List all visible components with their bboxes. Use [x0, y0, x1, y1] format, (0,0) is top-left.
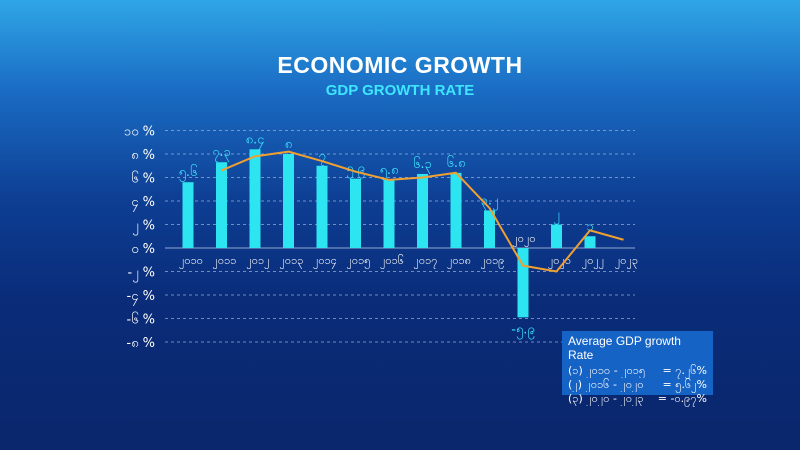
bar-value-label: ၆.၈ — [447, 155, 466, 171]
x-tick-label: ၂၀၁၃ — [280, 254, 304, 269]
x-tick-label: ၂၀၁၈ — [447, 254, 471, 269]
bar — [551, 224, 562, 248]
chart-title: ECONOMIC GROWTH — [277, 52, 523, 78]
y-tick-label: -၄ % — [127, 289, 156, 306]
x-tick-label: ၂၀၂၂ — [582, 254, 604, 269]
bar-value-label: ၇ — [318, 149, 325, 166]
bar — [216, 162, 227, 248]
bar-value-label: -၅.၉ — [511, 322, 534, 339]
bar — [182, 182, 194, 248]
bar-value-label: ၅.၈ — [380, 163, 399, 180]
bar-value-label: ၆.၃ — [413, 156, 432, 174]
bar-value-label: ၂ — [553, 208, 559, 225]
bar — [316, 165, 328, 248]
legend-title: Average GDP growth Rate — [568, 334, 681, 362]
y-tick-label: ၈ % — [131, 148, 155, 163]
bar-value-label: ၇.၃ — [212, 145, 231, 162]
bar — [584, 236, 596, 248]
x-tick-label: ၂၀၁၅ — [347, 254, 371, 269]
x-tick-label: ၂၀၁၆ — [380, 254, 404, 269]
bar-value-label: ၈ — [285, 137, 292, 152]
x-tick-label: ၂၀၁၇ — [414, 254, 438, 269]
x-tick-label: ၂၀၂၃ — [615, 254, 638, 269]
bar-value-label: ၃.၂ — [481, 193, 499, 210]
legend-period: (၃) ၂၀၂၀ - ၂၀၂၃ — [568, 392, 644, 405]
legend-row: (၁) ၂၀၁၀ - ၂၀၁၅ = ၇.၂၆% — [568, 364, 707, 378]
x-tick-label: ၂၀၁၄ — [313, 254, 337, 269]
legend-value: = ၇.၂၆% — [662, 364, 707, 377]
x-tick-label: ၂၀၁၉ — [481, 254, 505, 269]
x-tick-label: ၂၀၁၁ — [213, 254, 237, 269]
legend-value: = -၀.၉၇% — [657, 392, 707, 405]
bar-value-label: ၅.၆ — [179, 164, 198, 182]
bar — [417, 173, 428, 248]
legend-row: (၂) ၂၀၁၆ - ၂၀၂၀ = ၅.၆၂% — [568, 378, 707, 392]
bar-value-label: ၁ — [586, 219, 593, 234]
y-tick-label: ၄ % — [131, 195, 155, 212]
average-gdp-legend: Average GDP growth Rate (၁) ၂၀၁၀ - ၂၀၁၅ … — [562, 331, 713, 405]
legend-period: (၁) ၂၀၁၀ - ၂၀၁၅ — [568, 364, 646, 377]
bar — [350, 178, 361, 248]
trend-line — [221, 150, 624, 273]
y-tick-label: ၆ % — [131, 171, 155, 187]
y-tick-label: -၈ % — [126, 336, 155, 351]
legend-value: = ၅.၆၂% — [662, 378, 707, 391]
legend-period: (၂) ၂၀၁၆ - ၂၀၂၀ — [568, 378, 644, 391]
x-tick-label: ၂၀၂၁ — [548, 254, 571, 269]
y-tick-label: -၂ % — [127, 266, 155, 283]
bar — [249, 149, 261, 248]
bar-value-label: ၈.၄ — [246, 132, 266, 149]
chart-subtitle: GDP GROWTH RATE — [325, 82, 475, 99]
legend-row: (၃) ၂၀၂၀ - ၂၀၂၃ = -၀.၉၇% — [568, 392, 707, 406]
y-tick-label: ၁၀ % — [124, 125, 155, 140]
y-tick-label: ၀ % — [131, 242, 155, 257]
y-tick-label: ၂ % — [132, 219, 155, 236]
bar — [484, 210, 495, 248]
x-tick-label: ၂၀၁၂ — [246, 254, 269, 269]
x-tick-label: ၂၀၁၀ — [179, 254, 203, 269]
bar — [517, 248, 529, 318]
y-tick-label: -၆ % — [127, 312, 156, 328]
x-tick-label: ၂၀၂၀ — [512, 232, 535, 247]
bar — [383, 179, 395, 248]
bar — [450, 172, 462, 248]
bar — [283, 154, 294, 248]
bar-value-label: ၅.၉ — [346, 162, 365, 179]
